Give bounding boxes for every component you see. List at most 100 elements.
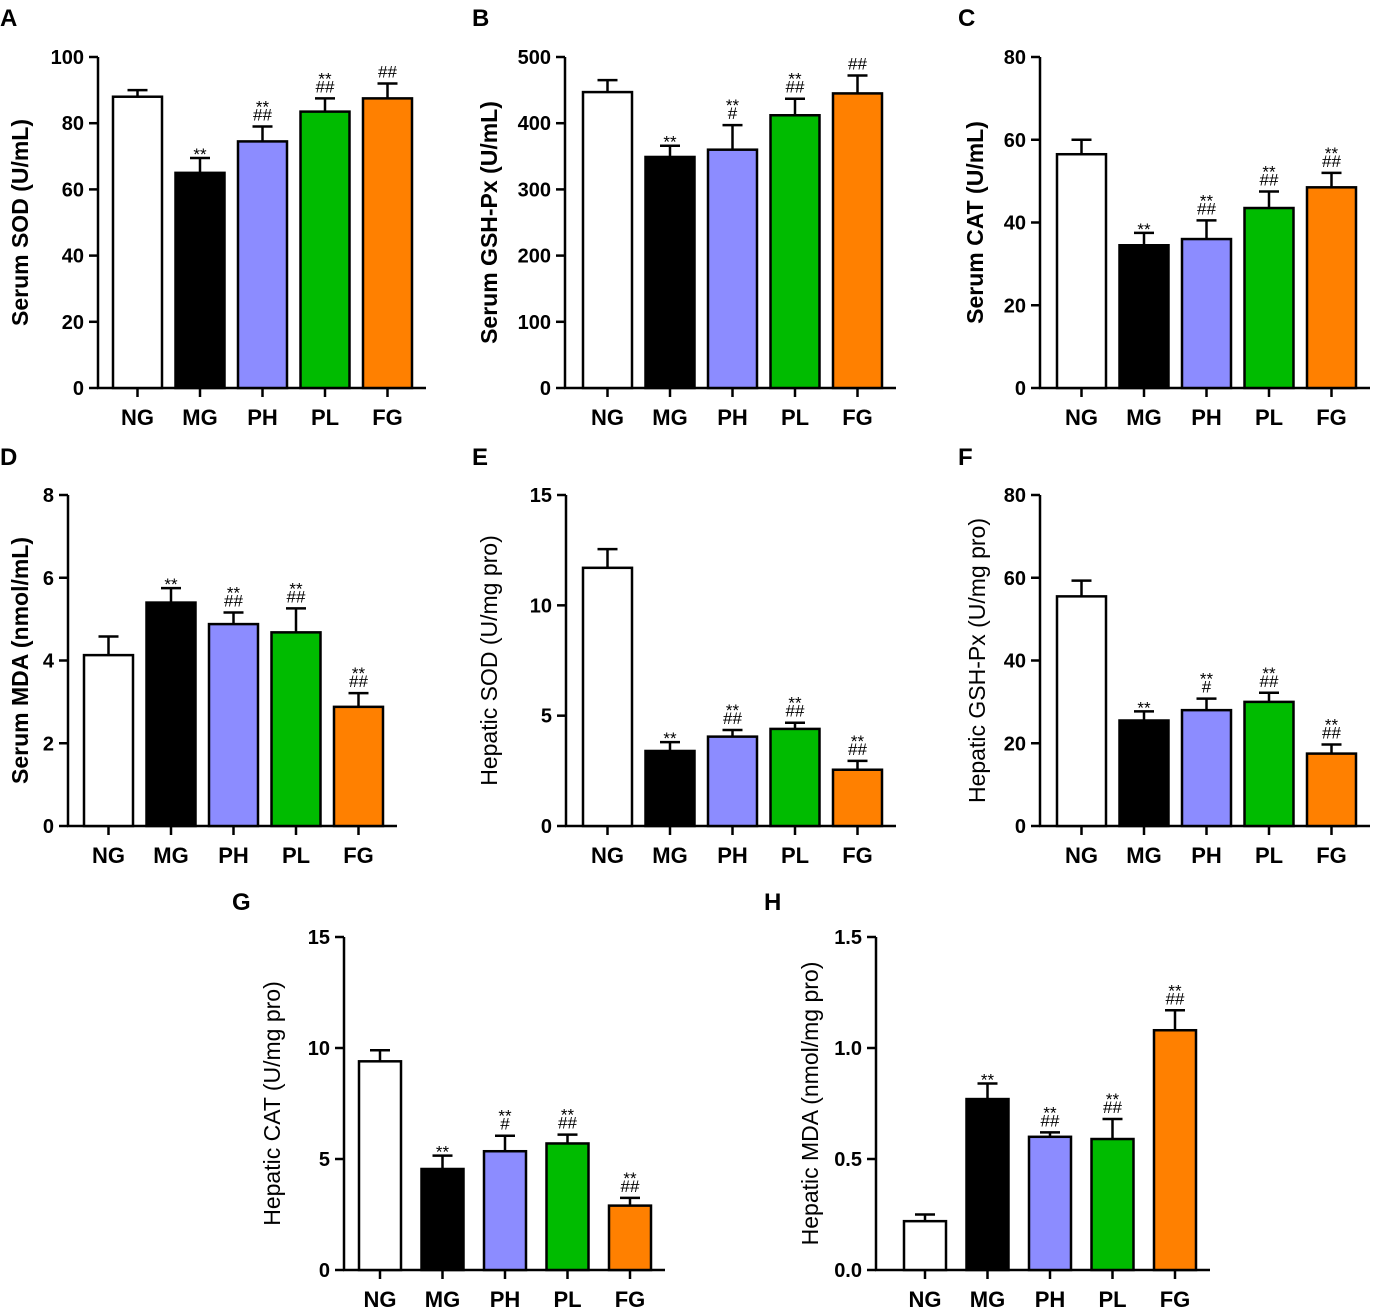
significance-label: ** (1325, 715, 1339, 734)
x-tick-label: PH (1035, 1287, 1066, 1311)
bar-pl (769, 114, 821, 390)
y-tick-label: 2 (43, 733, 54, 755)
x-tick-label: PL (553, 1287, 581, 1311)
significance-label: ** (1262, 162, 1276, 181)
y-tick-label: 20 (1004, 295, 1026, 317)
significance-label: ** (352, 664, 366, 683)
panel-h: H Hepatic MDA (nmol/mg pro) 0.0 0.5 1.0 1.5 NG… (764, 889, 1210, 1311)
y-axis-label: Serum MDA (nmol/mL) (7, 537, 33, 784)
bar-mg (644, 155, 696, 390)
y-tick-label: 400 (518, 113, 551, 135)
bar-ph (1180, 708, 1233, 828)
y-axis-label: Serum GSH-Px (U/mL) (476, 101, 502, 344)
x-tick-label: MG (970, 1287, 1005, 1311)
significance-label: ** (289, 579, 303, 598)
y-tick-label: 60 (1004, 568, 1026, 590)
significance-label: ## (786, 702, 805, 721)
x-tick-label: FG (372, 405, 403, 430)
significance-label: ## (848, 55, 867, 74)
x-tick-label: MG (182, 405, 217, 430)
y-tick-label: 80 (62, 113, 84, 135)
significance-label: ** (1137, 220, 1151, 239)
significance-label: ** (227, 584, 241, 603)
panel-b: B Serum GSH-Px (U/mL) 0 100 200 300 400 500 NG MG… (472, 5, 896, 430)
y-tick-label: 0 (541, 816, 552, 838)
bar-pl (270, 631, 322, 828)
significance-label: ## (378, 62, 397, 81)
y-tick-label: 4 (43, 651, 55, 673)
bar-fg (1305, 752, 1358, 828)
y-axis-label: Hepatic MDA (nmol/mg pro) (797, 962, 823, 1246)
bar-ph (207, 622, 260, 828)
y-tick-label: 10 (308, 1038, 330, 1060)
significance-label: ** (726, 701, 740, 720)
significance-label: ## (848, 740, 867, 759)
y-tick-label: 0 (319, 1260, 330, 1282)
significance-label: ** (1262, 664, 1276, 683)
significance-label: ** (1200, 670, 1214, 689)
x-tick-label: FG (1316, 843, 1347, 868)
bar-fg (361, 97, 414, 390)
x-tick-label: MG (652, 843, 687, 868)
x-tick-label: FG (842, 843, 873, 868)
bar-pl (1243, 700, 1295, 828)
bar-fg (1152, 1028, 1198, 1272)
significance-label: ## (253, 106, 272, 125)
x-tick-label: FG (615, 1287, 646, 1311)
y-tick-label: 0.0 (834, 1260, 862, 1282)
y-tick-label: 200 (518, 246, 551, 268)
x-tick-label: PL (1098, 1287, 1126, 1311)
significance-label: ** (1200, 191, 1214, 210)
y-tick-label: 100 (51, 47, 84, 69)
bar-ng (581, 90, 634, 390)
x-tick-label: NG (591, 405, 624, 430)
y-tick-label: 0 (1015, 816, 1026, 838)
y-tick-label: 20 (62, 312, 84, 334)
x-tick-label: NG (121, 405, 154, 430)
significance-label: ## (349, 672, 368, 691)
x-tick-label: NG (909, 1287, 942, 1311)
bar-pl (545, 1142, 590, 1272)
bar-ph (1180, 237, 1233, 390)
x-tick-label: PL (781, 843, 809, 868)
significance-label: ## (723, 709, 742, 728)
significance-label: ## (1197, 199, 1216, 218)
x-tick-label: NG (591, 843, 624, 868)
bar-ng (1055, 595, 1108, 828)
y-axis-label: Serum SOD (U/mL) (7, 119, 33, 326)
x-tick-label: PH (247, 405, 278, 430)
x-tick-label: PH (717, 843, 748, 868)
significance-label: ## (558, 1114, 577, 1133)
x-tick-label: FG (343, 843, 374, 868)
x-tick-label: FG (842, 405, 873, 430)
y-tick-label: 20 (1004, 733, 1026, 755)
panel-letter: F (958, 444, 973, 471)
significance-label: ** (788, 694, 802, 713)
significance-label: ## (287, 587, 306, 606)
significance-label: ## (1322, 152, 1341, 171)
significance-label: ** (663, 729, 677, 748)
significance-label: ** (318, 69, 332, 88)
x-tick-label: PH (490, 1287, 521, 1311)
bar-ng (111, 95, 164, 390)
panel-letter: G (232, 889, 251, 916)
y-tick-label: 60 (62, 179, 84, 201)
bar-pl (769, 727, 821, 828)
y-axis-label: Hepatic GSH-Px (U/mg pro) (964, 518, 990, 803)
x-tick-label: PL (781, 405, 809, 430)
y-tick-label: 40 (62, 246, 84, 268)
y-tick-label: 0 (43, 816, 54, 838)
bar-ng (82, 653, 135, 828)
significance-label: ## (1041, 1111, 1060, 1130)
significance-label: ## (316, 77, 335, 96)
x-tick-label: PH (1191, 405, 1222, 430)
bar-mg (965, 1097, 1010, 1272)
bar-pl (299, 110, 351, 390)
y-tick-label: 0.5 (834, 1149, 862, 1171)
bar-ph (706, 148, 759, 390)
bar-ph (706, 735, 759, 828)
x-tick-label: MG (153, 843, 188, 868)
significance-label: # (500, 1115, 510, 1134)
significance-label: ## (786, 78, 805, 97)
significance-label: # (1202, 678, 1212, 697)
